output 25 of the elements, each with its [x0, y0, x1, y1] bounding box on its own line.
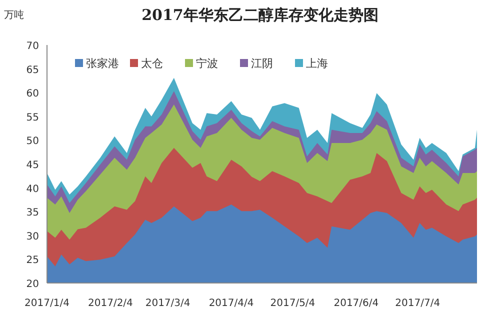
y-tick-label: 30	[26, 231, 39, 242]
y-tick-label: 25	[26, 255, 39, 266]
legend-label: 张家港	[86, 57, 119, 70]
x-tick-label: 2017/7/4	[395, 298, 440, 309]
legend-label: 太仓	[141, 57, 163, 70]
x-tick-label: 2017/4/4	[208, 298, 254, 309]
y-tick-label: 35	[26, 208, 39, 219]
x-tick-label: 2017/1/4	[24, 298, 70, 309]
chart-title: 2017年华东乙二醇库存变化走势图	[142, 6, 378, 24]
legend-label: 宁波	[196, 57, 218, 70]
x-tick-label: 2017/3/4	[145, 298, 190, 309]
x-tick-label: 2017/2/4	[88, 298, 133, 309]
y-tick-label: 20	[26, 279, 39, 290]
y-tick-label: 40	[26, 184, 39, 195]
y-tick-label: 50	[26, 136, 39, 148]
x-tick-label: 2017/6/4	[334, 298, 379, 309]
y-tick-label: 55	[26, 112, 39, 124]
y-tick-label: 70	[26, 41, 39, 52]
y-axis-title: 万吨	[4, 9, 24, 21]
y-tick-label: 65	[26, 64, 39, 76]
legend-label: 上海	[306, 57, 328, 70]
y-tick-label: 60	[26, 88, 39, 100]
legend-label: 江阴	[251, 57, 273, 70]
y-tick-label: 45	[26, 160, 39, 171]
x-tick-label: 2017/5/4	[270, 298, 316, 309]
